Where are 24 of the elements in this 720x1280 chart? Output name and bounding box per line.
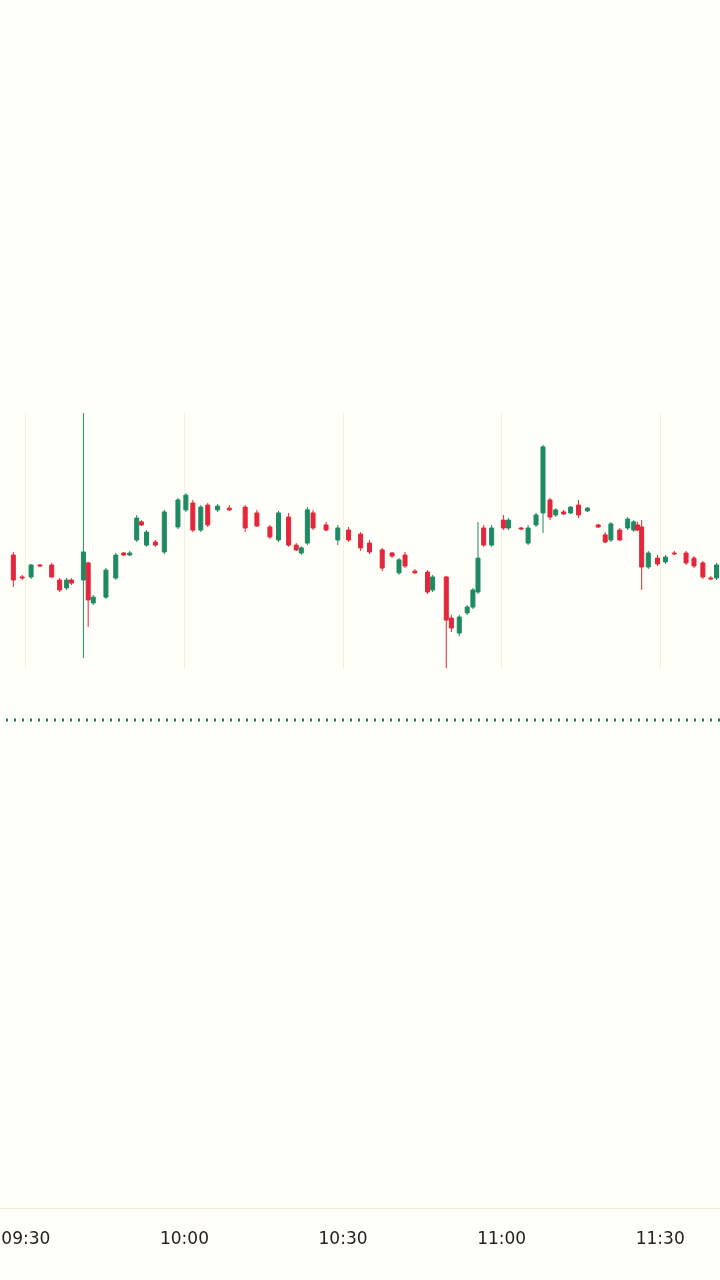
candlestick — [113, 552, 119, 581]
x-tick-label: 10:30 — [318, 1227, 368, 1248]
candlestick — [205, 502, 211, 528]
candlestick — [608, 521, 614, 543]
x-tick-label: 10:00 — [159, 1227, 209, 1248]
x-tick-label: 11:30 — [635, 1227, 685, 1248]
candlestick — [425, 569, 431, 595]
candlestick — [645, 550, 651, 570]
candlestick — [183, 492, 189, 513]
candlestick — [310, 509, 316, 531]
candlestick — [198, 504, 204, 533]
candlestick — [547, 497, 553, 521]
candlestick — [481, 524, 487, 548]
candlestick — [379, 547, 385, 572]
candlestick — [358, 531, 364, 552]
candlestick — [576, 499, 582, 519]
candlestick — [335, 524, 341, 546]
candlestick — [489, 524, 495, 548]
candlestick — [525, 524, 531, 546]
candlestick — [456, 614, 462, 637]
x-tick-label: 11:00 — [477, 1227, 527, 1248]
candlestick — [700, 560, 706, 580]
x-tick-label: 09:30 — [1, 1227, 51, 1248]
candlestick — [242, 504, 248, 533]
